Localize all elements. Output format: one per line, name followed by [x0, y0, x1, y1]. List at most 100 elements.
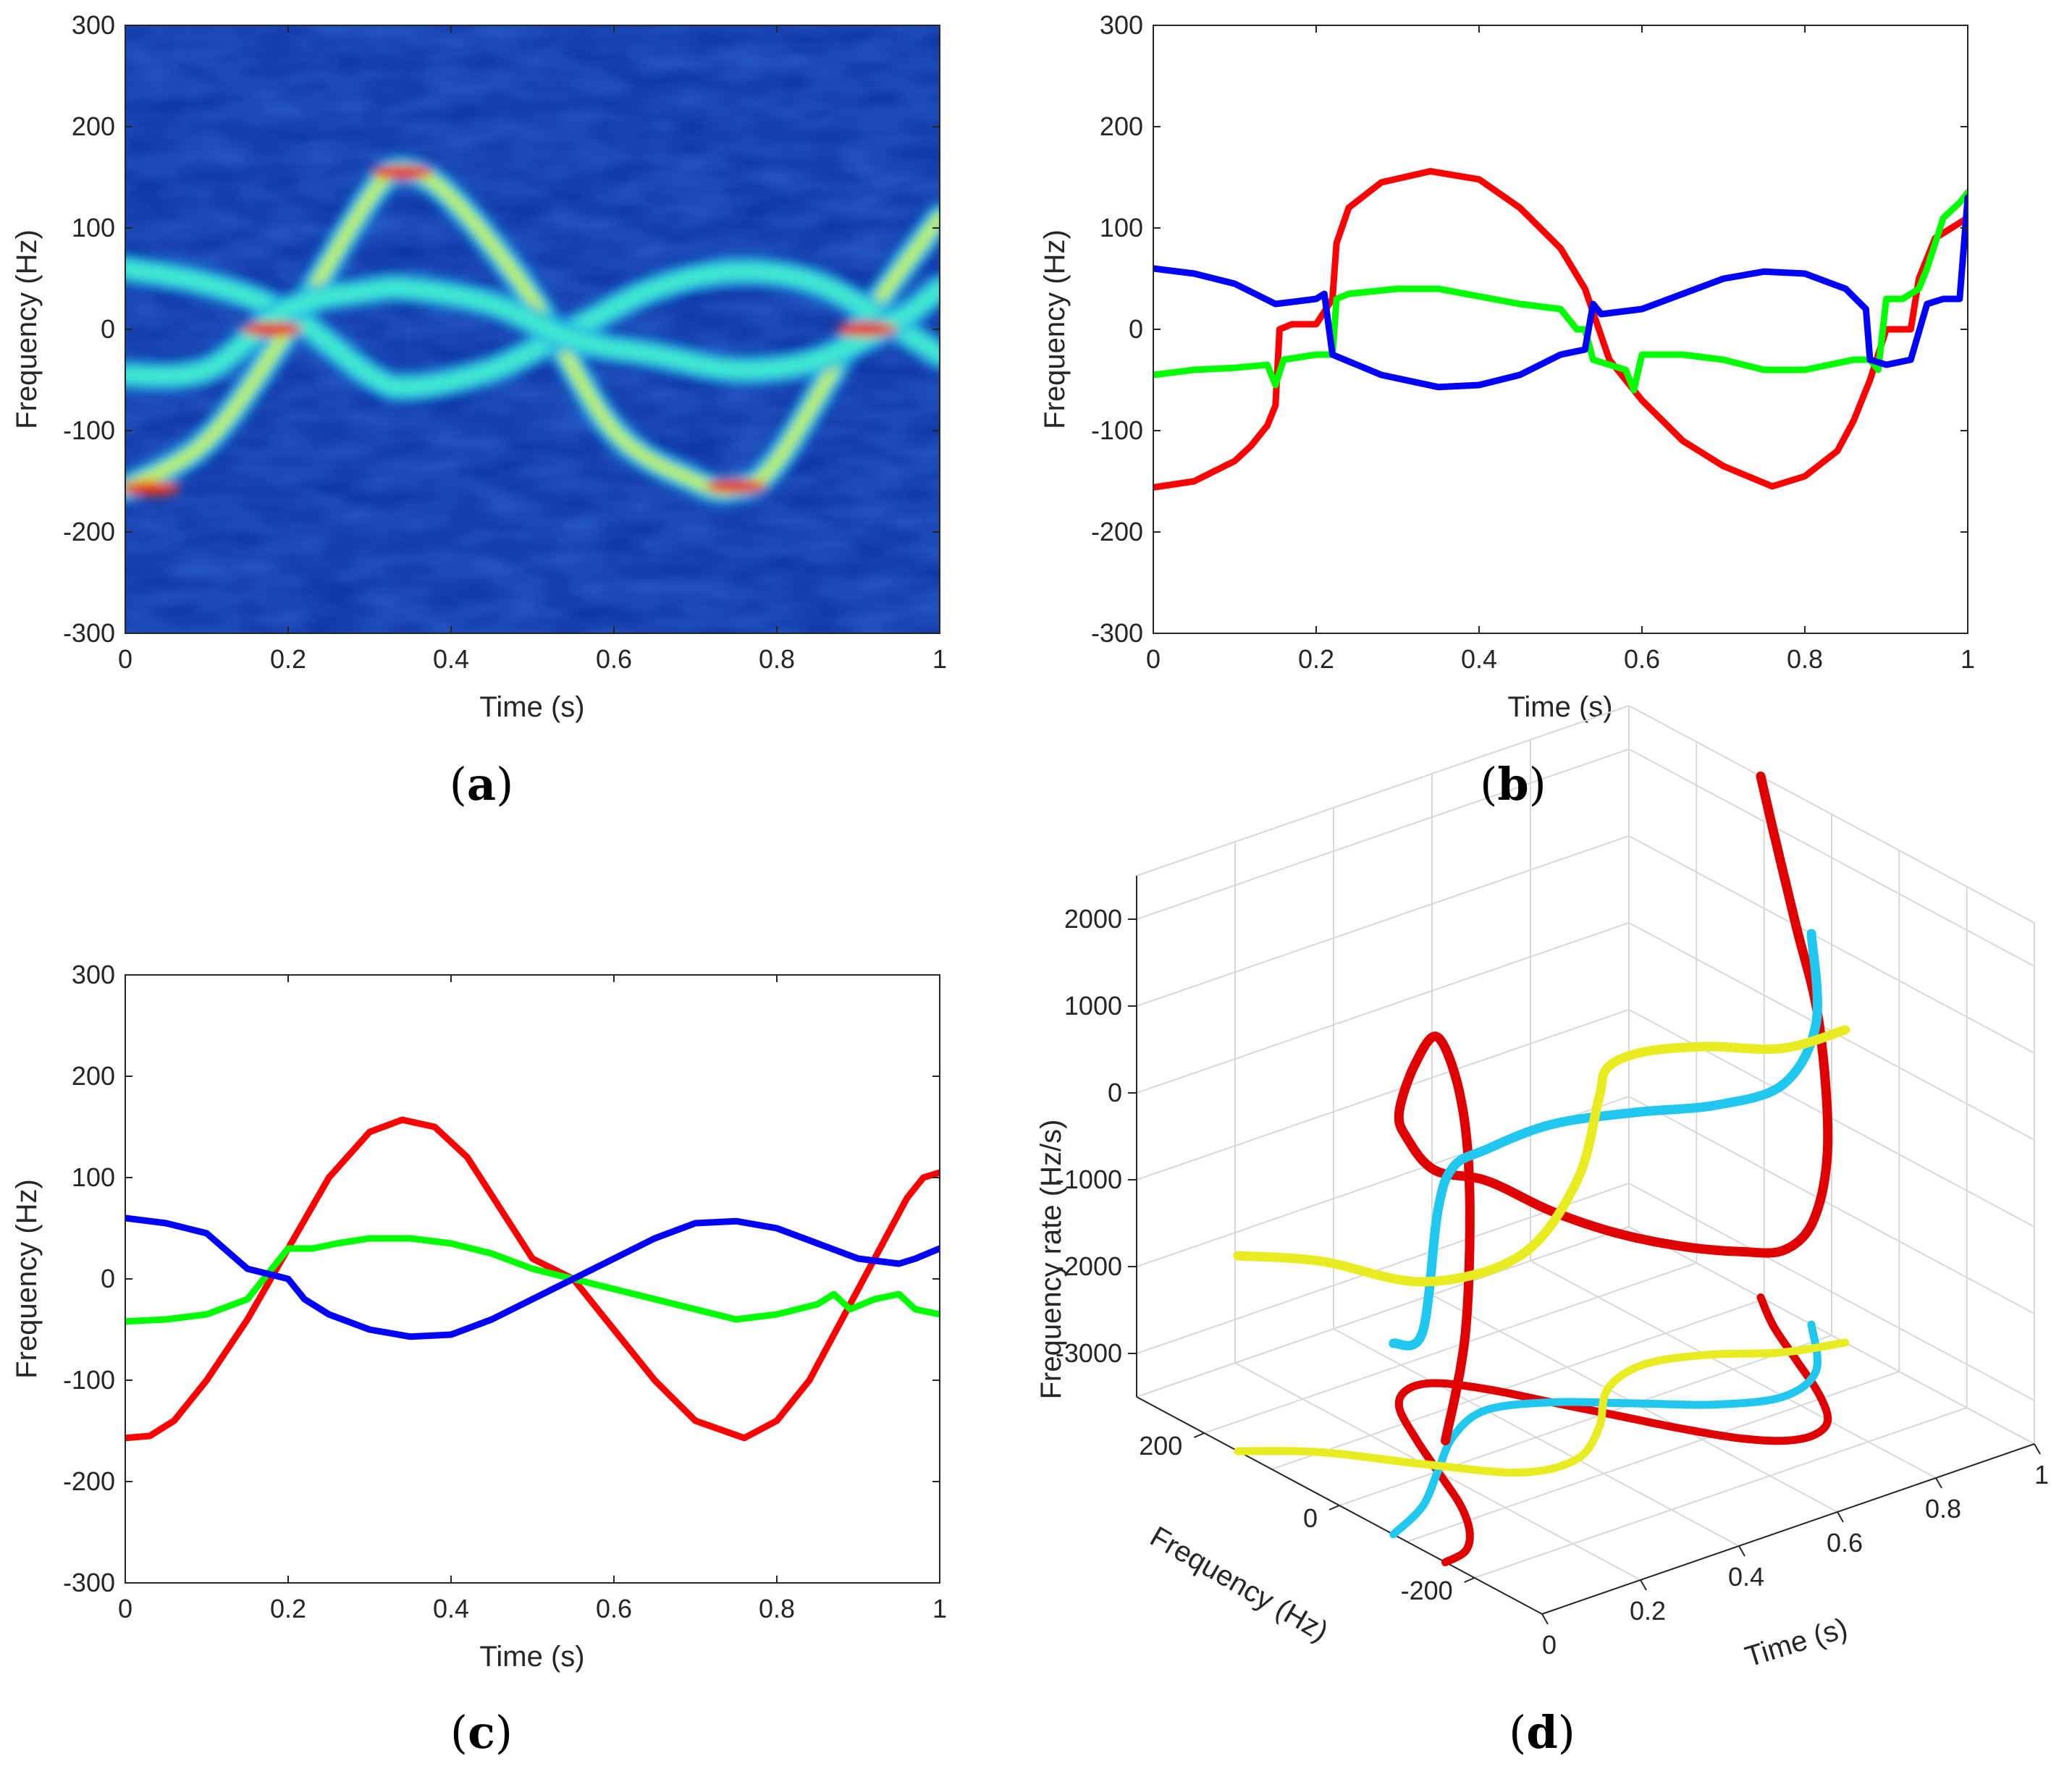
plot-area: [1153, 25, 1968, 633]
x-axis-label: Time (s): [1741, 1612, 1851, 1673]
y-axis-label: Frequency (Hz): [11, 1179, 43, 1379]
panel-label-letter: d: [1526, 1706, 1557, 1759]
y-tick-label: 200: [72, 111, 115, 141]
trajectory-2: [1389, 929, 1822, 1351]
panel-label-close: ): [1558, 1706, 1575, 1759]
side-wall-grid-line: [1628, 1226, 2035, 1445]
back-wall-grid-line: [1136, 922, 1630, 1094]
y-tick-label: 0: [1129, 314, 1143, 344]
y-tick-label: 300: [72, 960, 115, 989]
floor-grid-line: [1407, 1371, 1900, 1542]
x-tick-label: 0.2: [270, 1594, 306, 1623]
y-tick-label: -300: [63, 1568, 115, 1597]
panel-label-open: (: [450, 758, 467, 811]
y-tick-label: 200: [72, 1061, 115, 1091]
panel-label-d: (d): [1509, 1706, 1575, 1759]
x-tick-label: 0: [118, 1594, 132, 1623]
y-tick-label: -100: [63, 415, 115, 445]
series-line-red: [125, 1116, 940, 1442]
y-tick-label: -100: [63, 1365, 115, 1395]
panel-label-close: ): [495, 1706, 513, 1759]
side-wall-grid-line: [1628, 1183, 2035, 1401]
x-tick-mark: [1738, 1545, 1745, 1557]
y-tick-label: -300: [1091, 618, 1143, 648]
panel-label-letter: b: [1497, 758, 1528, 811]
x-tick-label: 0.4: [433, 1594, 469, 1623]
panel-b-line-chart: 0 0.2 0.4 0.6 0.8 1 300 200 100 0 -100 -200 -300 Tim…: [1039, 10, 1975, 723]
x-tick-mark: [2034, 1443, 2041, 1455]
x-tick-label: 0.8: [759, 644, 795, 674]
panel-label-open: (: [450, 1706, 468, 1759]
side-wall-grid-line: [1628, 705, 2035, 924]
series-line-blue: [125, 1214, 940, 1340]
z-tick-label: 1000: [1064, 991, 1122, 1021]
x-tick-label: 0: [118, 644, 132, 674]
y-tick-label: 100: [72, 1162, 115, 1192]
z-tick-label: 2000: [1064, 904, 1122, 934]
panel-label-b: (b): [1480, 758, 1546, 811]
trajectory-1: [1394, 772, 1833, 1445]
y-tick-mark: [1193, 1432, 1205, 1438]
y-axis-label: Frequency (Hz): [11, 229, 43, 429]
energy-hotspot-4: [241, 322, 303, 337]
x-tick-label: 0.2: [1630, 1596, 1666, 1626]
y-axis-label: Frequency (Hz): [1039, 229, 1071, 429]
floor-grid-line: [1204, 1262, 1697, 1434]
x-axis-label: Time (s): [479, 1641, 584, 1673]
x-tick-label: 0.8: [759, 1594, 795, 1623]
series-line-blue: [1153, 194, 1968, 391]
floor-grid-line: [1339, 1335, 1832, 1506]
floor-projection-2: [1389, 1320, 1822, 1539]
z-axis-label: Frequency rate (Hz/s): [1035, 1120, 1067, 1400]
panel-label-close: ): [496, 758, 513, 811]
back-wall-grid-line: [1136, 1226, 1630, 1398]
panel-label-close: ): [1529, 758, 1546, 811]
x-tick-label: 0.8: [1925, 1494, 1961, 1524]
x-tick-label: 0: [1146, 644, 1161, 674]
y-tick-label: 0: [101, 314, 115, 344]
x-tick-label: 1: [932, 1594, 947, 1623]
x-tick-mark: [1640, 1579, 1647, 1591]
x-tick-label: 1: [1961, 644, 1975, 674]
panel-d-3d-plot: 00.20.40.60.812000-200200010000-1000-200…: [1035, 705, 2049, 1673]
x-tick-label: 0.2: [270, 644, 306, 674]
x-tick-label: 0.2: [1298, 644, 1334, 674]
x-tick-label: 0.4: [1728, 1562, 1764, 1592]
x-tick-label: 1: [932, 644, 947, 674]
panel-label-letter: c: [468, 1706, 495, 1759]
panel-label-c: (c): [450, 1706, 513, 1759]
x-tick-label: 0.8: [1787, 644, 1823, 674]
panel-label-a: (a): [450, 758, 514, 811]
panel-label-open: (: [1509, 1706, 1526, 1759]
x-tick-label: 0.6: [596, 644, 632, 674]
x-tick-mark: [1541, 1613, 1549, 1625]
series-line-green: [1153, 189, 1968, 394]
trajectory-3: [1233, 1025, 1850, 1287]
energy-hotspot-5: [835, 322, 897, 337]
floor-projection-3: [1234, 1338, 1850, 1477]
side-wall-grid-line: [1628, 748, 2035, 967]
y-tick-label: 300: [72, 10, 115, 40]
y-tick-label: 200: [1139, 1431, 1182, 1461]
z-tick-label: -1000: [1056, 1165, 1122, 1194]
plot-area: [125, 975, 940, 1583]
y-tick-label: -300: [63, 618, 115, 648]
energy-hotspot-1: [371, 165, 433, 179]
back-wall-grid-line: [1136, 748, 1630, 920]
panel-label-letter: a: [467, 758, 496, 811]
back-wall-grid-line: [1136, 835, 1630, 1007]
x-tick-label: 0.4: [1461, 644, 1497, 674]
y-tick-mark: [1464, 1577, 1475, 1583]
side-wall-grid-line: [1628, 835, 2035, 1054]
side-wall-grid-line: [1628, 1096, 2035, 1314]
x-tick-label: 0: [1542, 1630, 1557, 1660]
y-tick-mark: [1328, 1505, 1340, 1511]
x-tick-mark: [1837, 1511, 1844, 1523]
energy-hotspot-3: [125, 481, 180, 496]
y-axis-label: Frequency (Hz): [1145, 1521, 1334, 1648]
back-wall-grid-line: [1136, 705, 1630, 876]
y-tick-label: -200: [63, 517, 115, 546]
y-tick-label: -100: [1091, 415, 1143, 445]
floor-grid-line: [1271, 1298, 1764, 1470]
floor-grid-line: [1474, 1407, 1967, 1579]
